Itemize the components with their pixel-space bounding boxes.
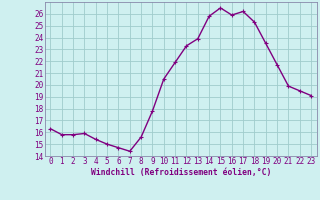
X-axis label: Windchill (Refroidissement éolien,°C): Windchill (Refroidissement éolien,°C) <box>91 168 271 177</box>
